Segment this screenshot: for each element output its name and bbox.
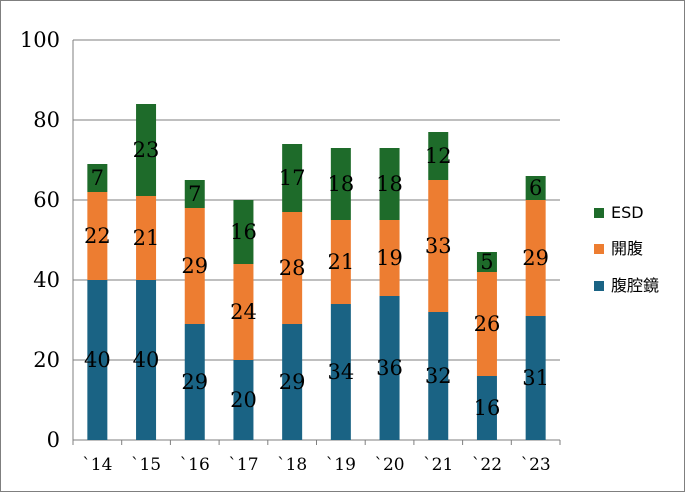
legend-swatch bbox=[594, 208, 604, 218]
data-label: 32 bbox=[425, 364, 452, 388]
data-label: 7 bbox=[188, 182, 201, 206]
bars bbox=[87, 104, 546, 440]
bar-segment bbox=[136, 196, 157, 280]
x-category-label: `22 bbox=[472, 455, 502, 475]
data-label: 31 bbox=[522, 366, 549, 390]
bar-segment bbox=[184, 208, 205, 324]
bar-segment bbox=[136, 280, 157, 440]
data-label: 21 bbox=[327, 250, 354, 274]
bar-segment bbox=[282, 324, 303, 440]
bar-segment bbox=[379, 220, 400, 296]
data-label: 29 bbox=[181, 370, 208, 394]
y-tick-label: 60 bbox=[33, 188, 60, 212]
y-tick-label: 100 bbox=[20, 28, 60, 52]
data-label: 12 bbox=[425, 144, 452, 168]
data-labels: 40 22 7 40 21 23 29 29 7 20 24 16 29 28 17 34 21 18 36 19 18… bbox=[84, 138, 549, 420]
bar-segment bbox=[233, 264, 254, 360]
data-label: 40 bbox=[133, 348, 160, 372]
bar-segment bbox=[87, 280, 108, 440]
x-category-label: `21 bbox=[423, 455, 453, 475]
data-label: 40 bbox=[84, 348, 111, 372]
bar-segment bbox=[525, 176, 546, 200]
legend-swatch bbox=[594, 281, 604, 291]
bar-segment bbox=[87, 192, 108, 280]
data-label: 22 bbox=[84, 224, 111, 248]
data-label: 23 bbox=[133, 138, 160, 162]
data-label: 6 bbox=[529, 176, 542, 200]
data-label: 5 bbox=[480, 250, 493, 274]
data-label: 26 bbox=[474, 312, 501, 336]
axes: 0 20 40 60 80 100 `14 `15 `16 `17 `18 `19 `20 `21 `22 `… bbox=[20, 28, 561, 475]
x-category-label: `20 bbox=[374, 455, 404, 475]
x-category-label: `17 bbox=[228, 455, 258, 475]
data-label: 24 bbox=[230, 300, 257, 324]
bar-segment bbox=[233, 200, 254, 264]
y-tick-label: 20 bbox=[33, 348, 60, 372]
data-label: 29 bbox=[279, 370, 306, 394]
x-category-label: `19 bbox=[326, 455, 356, 475]
data-label: 29 bbox=[522, 246, 549, 270]
bar-segment bbox=[282, 212, 303, 324]
data-label: 34 bbox=[327, 360, 354, 384]
data-label: 21 bbox=[133, 226, 160, 250]
data-label: 19 bbox=[376, 246, 403, 270]
legend-swatch bbox=[594, 244, 604, 254]
data-label: 16 bbox=[230, 220, 257, 244]
bar-segment bbox=[476, 252, 497, 272]
data-label: 20 bbox=[230, 388, 257, 412]
data-label: 18 bbox=[327, 172, 354, 196]
bar-segment bbox=[282, 144, 303, 212]
bar-segment bbox=[184, 180, 205, 208]
bar-segment bbox=[476, 376, 497, 440]
data-label: 7 bbox=[91, 166, 104, 190]
bar-segment bbox=[330, 148, 351, 220]
x-category-label: `18 bbox=[277, 455, 307, 475]
bar-segment bbox=[428, 180, 449, 312]
x-category-label: `16 bbox=[180, 455, 210, 475]
y-tick-label: 0 bbox=[47, 428, 60, 452]
bar-segment bbox=[525, 200, 546, 316]
data-label: 18 bbox=[376, 172, 403, 196]
data-label: 16 bbox=[474, 396, 501, 420]
x-category-label: `15 bbox=[131, 455, 161, 475]
legend-label: ESD bbox=[611, 203, 644, 222]
bar-segment bbox=[379, 296, 400, 440]
bar-segment bbox=[330, 304, 351, 440]
x-category-label: `14 bbox=[82, 455, 112, 475]
bar-segment bbox=[525, 316, 546, 440]
bar-segment bbox=[233, 360, 254, 440]
data-label: 17 bbox=[279, 166, 306, 190]
bar-segment bbox=[136, 104, 157, 196]
data-label: 33 bbox=[425, 234, 452, 258]
data-label: 28 bbox=[279, 256, 306, 280]
bar-segment bbox=[184, 324, 205, 440]
y-tick-label: 80 bbox=[33, 108, 60, 132]
bar-segment bbox=[428, 312, 449, 440]
y-tick-label: 40 bbox=[33, 268, 60, 292]
data-label: 36 bbox=[376, 356, 403, 380]
bar-segment bbox=[87, 164, 108, 192]
bar-segment bbox=[428, 132, 449, 180]
legend-label: 腹腔鏡 bbox=[611, 276, 659, 295]
data-label: 29 bbox=[181, 254, 208, 278]
bar-segment bbox=[330, 220, 351, 304]
bar-segment bbox=[379, 148, 400, 220]
x-category-label: `23 bbox=[521, 455, 551, 475]
bar-segment bbox=[476, 272, 497, 376]
legend-label: 開腹 bbox=[611, 239, 643, 258]
